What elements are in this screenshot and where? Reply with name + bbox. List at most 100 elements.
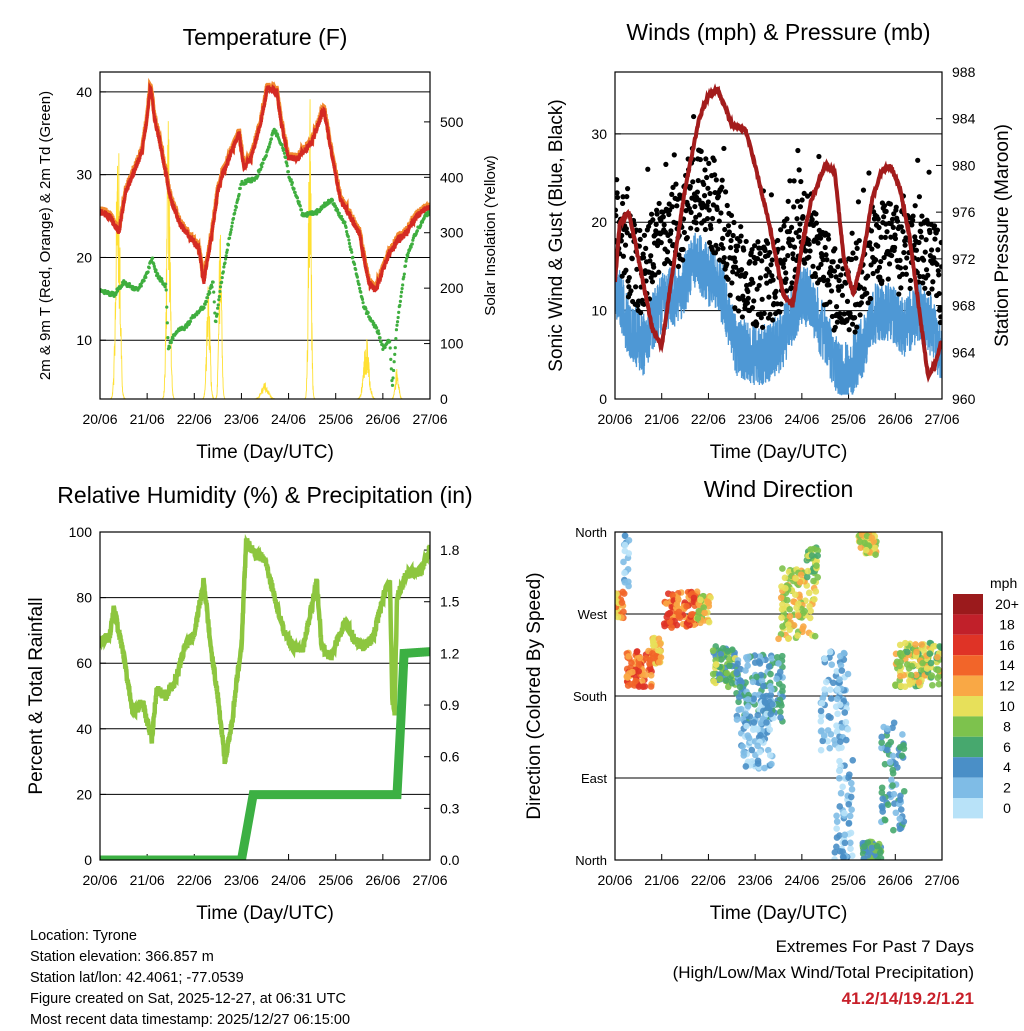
- direction-point: [904, 648, 911, 656]
- direction-point: [836, 701, 844, 709]
- direction-point: [826, 686, 834, 693]
- gust-point: [733, 264, 739, 270]
- direction-point: [839, 783, 846, 791]
- gust-point: [802, 260, 808, 266]
- x-tick-label: 20/06: [82, 872, 117, 888]
- gust-point: [876, 264, 883, 270]
- gust-point: [907, 285, 913, 292]
- gust-point: [702, 226, 708, 233]
- dewpoint-point: [397, 310, 401, 314]
- direction-point: [705, 618, 713, 626]
- location-text: Location: Tyrone: [30, 928, 137, 944]
- gust-point: [727, 292, 733, 298]
- direction-point: [619, 588, 627, 596]
- gust-point: [624, 230, 630, 236]
- gust-point: [696, 212, 703, 218]
- dewpoint-point: [343, 220, 347, 224]
- dewpoint-point: [398, 303, 402, 307]
- gust-point: [809, 216, 815, 223]
- gust-point: [909, 222, 915, 228]
- dewpoint-point: [344, 225, 348, 230]
- dewpoint-point: [289, 178, 293, 182]
- direction-point: [906, 677, 913, 685]
- direction-point: [745, 734, 753, 742]
- gust-point: [797, 204, 804, 210]
- x-axis-title: Time (Day/UTC): [710, 903, 848, 924]
- gust-point: [934, 227, 941, 233]
- direction-point: [781, 574, 789, 582]
- gust-point: [850, 250, 856, 256]
- direction-point: [695, 607, 703, 615]
- direction-point: [733, 669, 740, 677]
- gust-point: [858, 300, 864, 306]
- x-axis-title: Time (Day/UTC): [196, 442, 334, 463]
- direction-point: [786, 606, 794, 613]
- gust-point: [725, 276, 731, 282]
- gust-point: [795, 147, 801, 154]
- legend-swatch: [953, 696, 983, 717]
- gust-point: [935, 247, 941, 253]
- dewpoint-point: [164, 288, 168, 292]
- gust-point: [930, 279, 936, 285]
- direction-point: [817, 746, 825, 754]
- gust-point: [794, 198, 801, 204]
- y2-tick-label: 980: [952, 157, 976, 173]
- gust-point: [922, 285, 928, 291]
- direction-point: [779, 565, 786, 572]
- direction-point: [873, 842, 881, 850]
- direction-point: [807, 546, 814, 553]
- legend-swatch: [953, 757, 983, 778]
- gust-point: [926, 290, 932, 296]
- x-tick-label: 21/06: [644, 872, 679, 888]
- direction-point: [824, 727, 832, 734]
- gust-point: [669, 204, 675, 210]
- gust-point: [757, 275, 764, 281]
- dewpoint-point: [346, 234, 350, 239]
- gust-point: [706, 240, 713, 246]
- dewpoint-point: [398, 299, 402, 304]
- gust-point: [770, 317, 776, 323]
- dewpoint-point: [377, 332, 381, 336]
- gust-point: [774, 301, 780, 307]
- direction-point: [912, 671, 920, 679]
- gust-point: [817, 235, 824, 241]
- direction-point: [806, 602, 813, 610]
- gust-point: [844, 298, 851, 304]
- gust-point: [662, 261, 668, 267]
- gust-point: [790, 251, 796, 257]
- y2-tick-label: 0.0: [440, 852, 460, 868]
- direction-point: [666, 618, 674, 626]
- y-tick-label: 10: [76, 332, 92, 348]
- direction-point: [621, 532, 629, 540]
- dewpoint-point: [236, 197, 240, 201]
- dewpoint-point: [203, 302, 207, 306]
- y-tick-label: 30: [591, 126, 607, 142]
- dewpoint-point: [406, 251, 410, 255]
- gust-point: [675, 263, 682, 269]
- dewpoint-point: [217, 298, 221, 302]
- dewpoint-point: [295, 196, 300, 200]
- dewpoint-point: [352, 262, 357, 266]
- direction-point: [635, 683, 643, 690]
- dewpoint-point: [218, 289, 222, 294]
- plot-frame: [99, 71, 431, 400]
- y2-tick-label: 968: [952, 298, 976, 314]
- y2-tick-label: 988: [952, 64, 976, 80]
- direction-point: [817, 707, 825, 715]
- gust-point: [916, 194, 922, 200]
- direction-point: [847, 839, 854, 847]
- x-tick-label: 24/06: [784, 872, 819, 888]
- dewpoint-point: [229, 230, 233, 235]
- dewpoint-point: [399, 294, 403, 298]
- gust-point: [643, 245, 649, 251]
- direction-point: [621, 541, 629, 549]
- direction-point: [878, 744, 885, 752]
- dewpoint-point: [356, 279, 360, 283]
- dewpoint-point: [337, 211, 341, 215]
- gust-point: [750, 280, 756, 286]
- y2-tick-label: 0.3: [440, 800, 460, 816]
- created-text: Figure created on Sat, 2025-12-27, at 06…: [30, 991, 346, 1007]
- dewpoint-point: [361, 301, 365, 305]
- dewpoint-point: [269, 137, 274, 141]
- gust-point: [893, 204, 899, 210]
